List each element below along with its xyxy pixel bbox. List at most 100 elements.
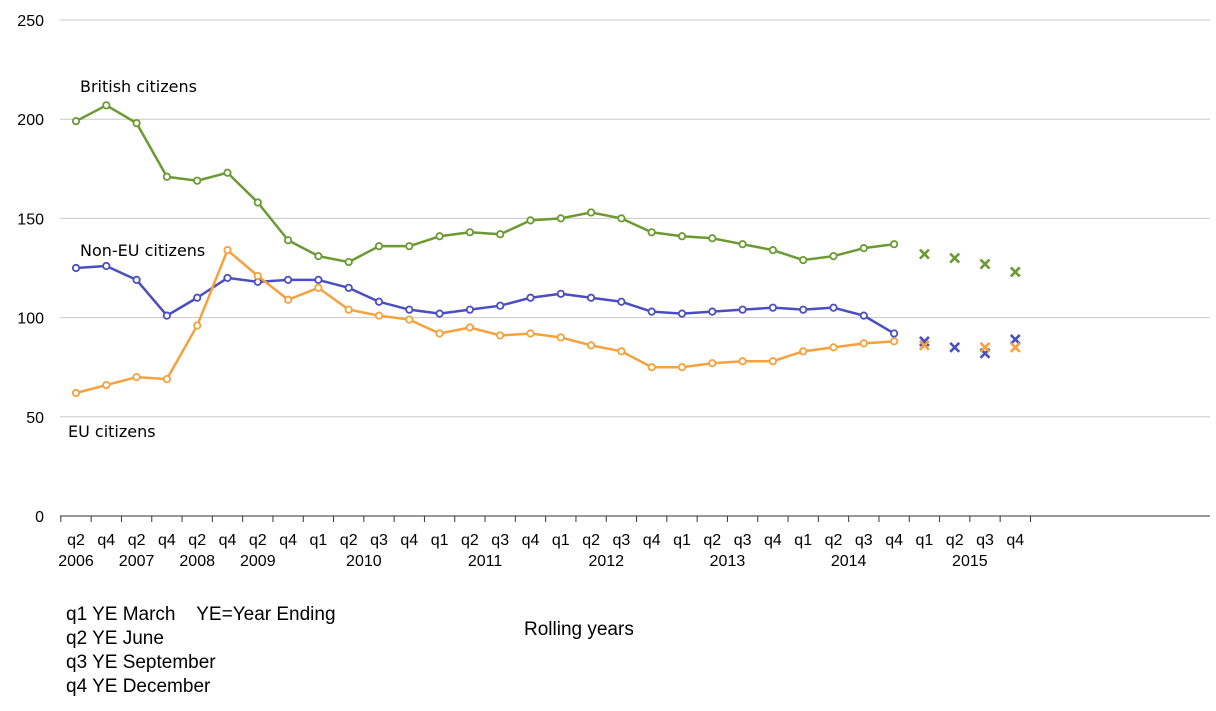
non-eu-citizens-point bbox=[859, 311, 868, 320]
eu-citizens-point bbox=[677, 363, 687, 372]
eu-citizens-line bbox=[75, 248, 895, 395]
y-tick-label-0: 0 bbox=[35, 509, 44, 526]
x-tick-label-q2: q2 bbox=[946, 532, 964, 549]
x-tick-label-q3: q3 bbox=[613, 532, 631, 549]
non-eu-citizens-point bbox=[738, 305, 747, 314]
x-year-label-2014: 2014 bbox=[831, 553, 867, 570]
british-citizens-point bbox=[708, 234, 717, 243]
y-tick-label-50: 50 bbox=[26, 410, 44, 427]
non-eu-citizens-point bbox=[314, 275, 323, 285]
x-year-label-2015: 2015 bbox=[952, 553, 988, 570]
eu-citizens-point bbox=[405, 315, 414, 324]
non-eu-citizens-point bbox=[677, 309, 687, 318]
y-tick-label-250: 250 bbox=[17, 13, 44, 30]
british-citizens-point bbox=[374, 242, 384, 251]
eu-citizens-point bbox=[314, 283, 323, 292]
non-eu-citizens-point bbox=[435, 309, 444, 318]
labels-layer: 0 50 100 150 200 250 q2 q4 q2 q4 q2 q4 q2 q4 q1 q2 q3 q4 q… bbox=[17, 13, 1024, 570]
x-tick-label-q2: q2 bbox=[249, 532, 267, 549]
x-tick-label-q1: q1 bbox=[552, 532, 570, 549]
x-tick-label-q4: q4 bbox=[643, 532, 661, 549]
eu-citizens-point bbox=[253, 271, 262, 281]
x-tick-label-q2: q2 bbox=[128, 532, 146, 549]
x-tick-label-q4: q4 bbox=[522, 532, 540, 549]
x-tick-label-q4: q4 bbox=[97, 532, 115, 549]
non-eu-citizens-point bbox=[617, 297, 626, 306]
british-citizens-provisional-marker bbox=[979, 258, 991, 270]
non-eu-citizens-label: Non-EU citizens bbox=[80, 241, 205, 260]
x-tick-label-q3: q3 bbox=[976, 532, 994, 549]
non-eu-citizens-point bbox=[344, 283, 353, 292]
british-citizens-point bbox=[253, 198, 262, 207]
eu-citizens-point bbox=[193, 321, 202, 330]
eu-citizens-point bbox=[344, 305, 353, 314]
british-citizens-provisional-marker bbox=[949, 252, 961, 264]
british-citizens-point bbox=[617, 214, 626, 223]
british-citizens-label: British citizens bbox=[80, 77, 197, 96]
eu-citizens-point bbox=[708, 359, 717, 368]
british-citizens-point bbox=[71, 117, 81, 126]
y-tick-label-150: 150 bbox=[17, 211, 44, 228]
non-eu-citizens-point bbox=[71, 263, 81, 273]
eu-citizens-point bbox=[102, 380, 111, 390]
british-citizens-point bbox=[586, 208, 596, 217]
non-eu-citizens-point bbox=[647, 307, 656, 316]
x-tick-label-q2: q2 bbox=[461, 532, 479, 549]
x-tick-label-q3: q3 bbox=[734, 532, 752, 549]
note-line-1: q1 YE March YE=Year Ending bbox=[66, 604, 336, 625]
british-citizens-point bbox=[435, 232, 444, 241]
eu-citizens-point bbox=[617, 347, 626, 356]
x-tick-label-q4: q4 bbox=[279, 532, 297, 549]
british-citizens-point bbox=[283, 236, 293, 245]
non-eu-citizens-point bbox=[102, 261, 111, 271]
x-tick-label-q4: q4 bbox=[764, 532, 782, 549]
non-eu-citizens-point bbox=[162, 311, 171, 320]
x-tick-label-q1: q1 bbox=[794, 532, 812, 549]
quarter-notes: q1 YE March YE=Year Ending q2 YE June q3… bbox=[66, 603, 336, 699]
non-eu-citizens-point bbox=[556, 289, 565, 298]
non-eu-citizens-provisional-marker bbox=[918, 335, 930, 347]
eu-citizens-point bbox=[889, 337, 899, 346]
eu-citizens-point bbox=[738, 357, 747, 366]
x-tick-label-q4: q4 bbox=[1006, 532, 1024, 549]
british-citizens-provisional-marker bbox=[1009, 266, 1021, 278]
line-chart: 0 50 100 150 200 250 q2 q4 q2 q4 q2 q4 q2 q4 q1 q2 q3 q4 q… bbox=[17, 13, 1210, 570]
british-citizens-provisional-marker bbox=[918, 248, 930, 260]
x-tick-label-q2: q2 bbox=[825, 532, 843, 549]
x-tick-label-q2: q2 bbox=[582, 532, 600, 549]
non-eu-citizens-point bbox=[132, 275, 141, 285]
eu-citizens-point bbox=[374, 311, 384, 320]
x-tick-label-q2: q2 bbox=[340, 532, 358, 549]
non-eu-citizens-point bbox=[799, 305, 808, 314]
eu-citizens-point bbox=[859, 339, 868, 348]
british-citizens-point bbox=[677, 232, 687, 241]
eu-citizens-point bbox=[768, 357, 778, 366]
x-tick-label-q1: q1 bbox=[916, 532, 934, 549]
british-citizens-point bbox=[132, 119, 141, 128]
y-tick-label-200: 200 bbox=[17, 112, 44, 129]
eu-citizens-point bbox=[586, 341, 596, 350]
x-year-label-2010: 2010 bbox=[346, 553, 382, 570]
british-citizens-point bbox=[829, 251, 838, 261]
british-citizens-point bbox=[859, 244, 868, 253]
x-tick-label-q3: q3 bbox=[491, 532, 509, 549]
british-citizens-line bbox=[75, 104, 895, 264]
non-eu-citizens-point bbox=[496, 301, 505, 310]
non-eu-citizens-point bbox=[405, 305, 414, 314]
eu-citizens-label: EU citizens bbox=[68, 422, 156, 441]
british-citizens-point bbox=[889, 240, 899, 249]
eu-citizens-point bbox=[647, 363, 656, 372]
eu-citizens-point bbox=[496, 331, 505, 340]
note-line-2: q2 YE June bbox=[66, 628, 164, 649]
note-line-3: q3 YE September bbox=[66, 652, 216, 673]
x-axis bbox=[60, 515, 1210, 522]
non-eu-citizens-point bbox=[829, 303, 838, 312]
x-year-label-2007: 2007 bbox=[119, 553, 155, 570]
british-citizens-point bbox=[526, 216, 535, 225]
eu-citizens-provisional-marker bbox=[979, 341, 991, 353]
x-axis-caption: Rolling years bbox=[524, 619, 634, 640]
x-tick-label-q4: q4 bbox=[219, 532, 237, 549]
x-tick-label-q3: q3 bbox=[855, 532, 873, 549]
eu-citizens-point bbox=[556, 333, 565, 342]
british-citizens-point bbox=[314, 251, 323, 261]
